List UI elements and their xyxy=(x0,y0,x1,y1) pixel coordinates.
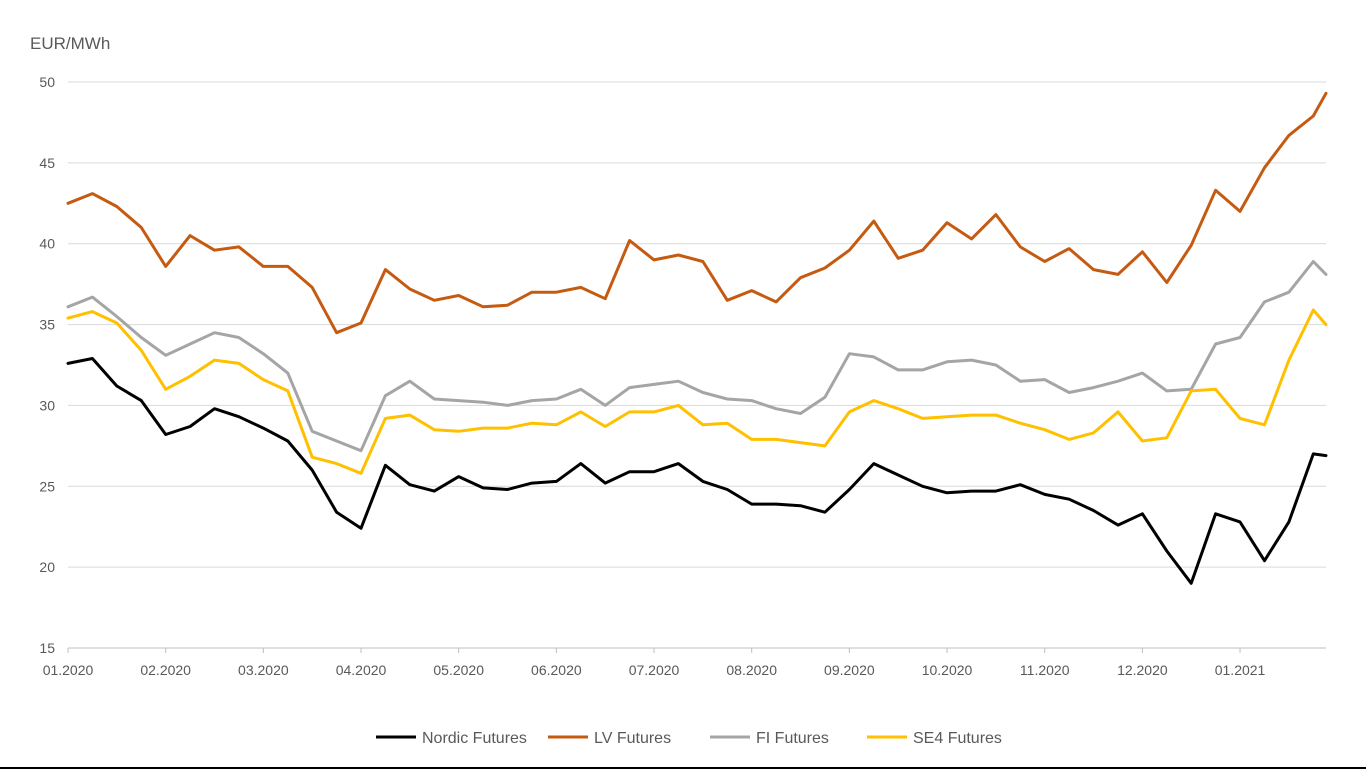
x-tick-label: 07.2020 xyxy=(629,662,680,678)
y-tick-label: 35 xyxy=(39,317,55,333)
x-tick-label: 01.2021 xyxy=(1215,662,1266,678)
y-axis-ticks: 15 20 25 30 35 40 45 50 xyxy=(39,74,55,656)
x-tick-label: 03.2020 xyxy=(238,662,289,678)
series-line-lv-futures xyxy=(66,91,1328,335)
bottom-border xyxy=(0,767,1366,769)
x-tick-label: 12.2020 xyxy=(1117,662,1168,678)
y-tick-label: 40 xyxy=(39,236,55,252)
legend-label: SE4 Futures xyxy=(913,730,1002,747)
x-tick-label: 11.2020 xyxy=(1020,662,1070,678)
x-tick-label: 02.2020 xyxy=(140,662,191,678)
x-tick-label: 05.2020 xyxy=(433,662,484,678)
y-axis-label: EUR/MWh xyxy=(30,34,110,53)
legend-label: Nordic Futures xyxy=(422,730,527,747)
x-tick-label: 06.2020 xyxy=(531,662,582,678)
legend-label: LV Futures xyxy=(594,730,671,747)
series-line-fi-futures xyxy=(66,260,1328,453)
y-tick-label: 25 xyxy=(39,478,55,494)
x-tick-label: 08.2020 xyxy=(726,662,777,678)
y-tick-label: 20 xyxy=(39,559,55,575)
y-tick-label: 50 xyxy=(39,74,55,90)
x-tick-label: 01.2020 xyxy=(43,662,94,678)
series-lines xyxy=(66,91,1328,585)
gridlines xyxy=(68,81,1326,649)
series-line-se4-futures xyxy=(66,308,1328,475)
x-tick-label: 10.2020 xyxy=(922,662,973,678)
series-line-nordic-futures xyxy=(66,357,1328,585)
y-tick-label: 15 xyxy=(39,640,55,656)
y-tick-label: 45 xyxy=(39,155,55,171)
y-tick-label: 30 xyxy=(39,397,55,413)
x-tick-label: 04.2020 xyxy=(336,662,387,678)
x-axis-ticks: 01.2020 02.2020 03.2020 04.2020 05.2020 06.20… xyxy=(43,648,1266,678)
legend-label: FI Futures xyxy=(756,730,829,747)
x-tick-label: 09.2020 xyxy=(824,662,875,678)
legend: Nordic Futures LV Futures FI Futures SE4 Fu… xyxy=(376,730,1002,747)
